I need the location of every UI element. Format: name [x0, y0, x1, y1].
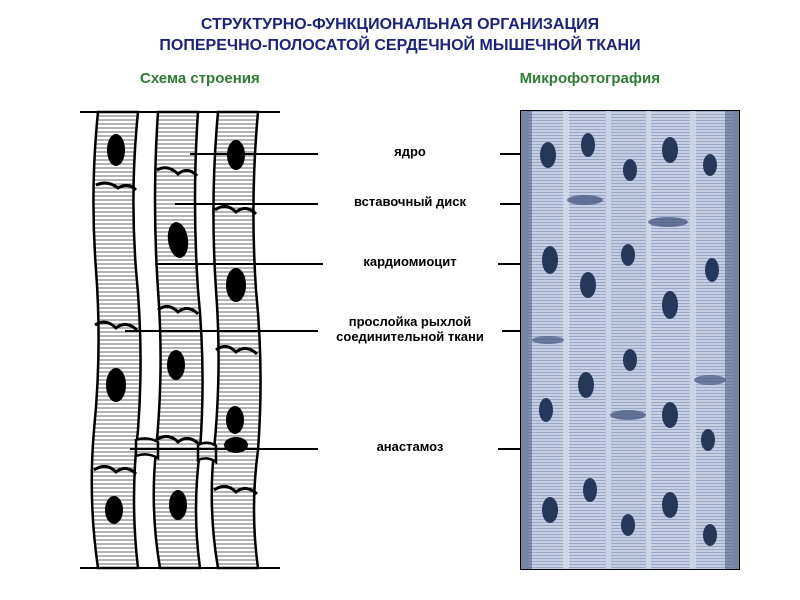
micrograph-panel [520, 110, 740, 570]
schematic-svg [80, 110, 280, 570]
leader-disc-left [175, 203, 318, 205]
label-cardiomyocyte: кардиомиоцит [320, 255, 500, 270]
leader-conn-left [125, 330, 318, 332]
label-connective: прослойка рыхлой соединительной ткани [320, 315, 500, 345]
leader-anast-left [130, 448, 318, 450]
main-title: СТРУКТУРНО-ФУНКЦИОНАЛЬНАЯ ОРГАНИЗАЦИЯ ПО… [0, 0, 800, 62]
subtitle-micrograph: Микрофотография [400, 70, 720, 87]
label-intercalated-disc: вставочный диск [320, 195, 500, 210]
schematic-panel [80, 110, 280, 570]
leader-cardio-left [155, 263, 323, 265]
subtitle-schematic: Схема строения [80, 70, 400, 87]
micrograph-svg [520, 110, 740, 570]
subtitle-row: Схема строения Микрофотография [0, 62, 800, 97]
diagram-content: ядро вставочный диск кардиомиоцит просло… [0, 110, 800, 580]
title-line-2: ПОПЕРЕЧНО-ПОЛОСАТОЙ СЕРДЕЧНОЙ МЫШЕЧНОЙ Т… [159, 37, 640, 54]
label-connective-l1: прослойка рыхлой [349, 314, 471, 329]
leader-nucleus-left [190, 153, 318, 155]
title-line-1: СТРУКТУРНО-ФУНКЦИОНАЛЬНАЯ ОРГАНИЗАЦИЯ [201, 16, 599, 33]
label-nucleus: ядро [320, 145, 500, 160]
label-column: ядро вставочный диск кардиомиоцит просло… [280, 110, 540, 570]
label-anastomosis: анастамоз [320, 440, 500, 455]
label-connective-l2: соединительной ткани [336, 329, 484, 344]
